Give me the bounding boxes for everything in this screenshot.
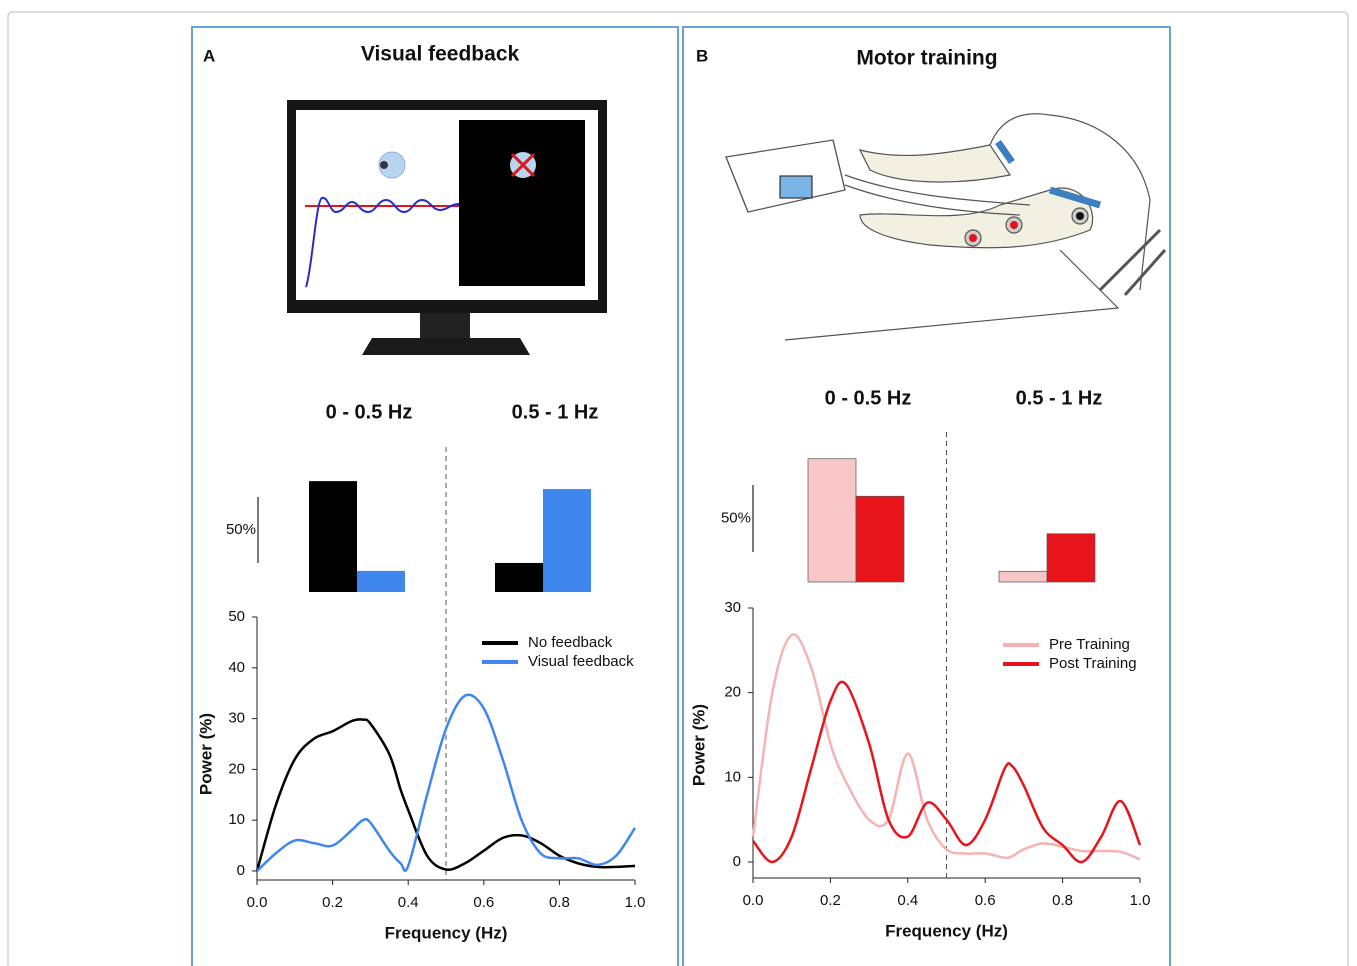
monitor-neck: [420, 313, 470, 338]
x-tick-label: 1.0: [1130, 892, 1151, 909]
y-tick-label: 30: [724, 599, 741, 616]
y-tick-label: 0: [733, 853, 741, 870]
y-tick-label: 50: [228, 608, 245, 625]
x-tick-label: 0.8: [1052, 892, 1073, 909]
x-axis-title: Frequency (Hz): [885, 921, 1008, 940]
y-tick-label: 20: [228, 760, 245, 777]
category-label: 0 - 0.5 Hz: [825, 387, 912, 409]
legend-label: Visual feedback: [528, 653, 634, 670]
x-axis-title: Frequency (Hz): [385, 923, 508, 942]
x-tick-label: 0.2: [820, 892, 841, 909]
y-tick-label: 10: [228, 811, 245, 828]
x-tick-label: 1.0: [625, 894, 646, 911]
bar: [495, 563, 543, 592]
x-tick-label: 0.4: [897, 892, 918, 909]
line-series: [257, 719, 635, 871]
electrode: [969, 234, 977, 242]
panel-title: Motor training: [856, 47, 997, 70]
line-series: [753, 682, 1140, 862]
screen-dark: [459, 120, 585, 286]
y-tick-label: 10: [724, 768, 741, 785]
figure: A Visual feedback B Motor training 0 - 0…: [0, 0, 1357, 966]
y-tick-label: 30: [228, 710, 245, 727]
bar: [543, 489, 591, 592]
bar: [999, 571, 1047, 582]
arm: [860, 145, 1010, 182]
category-label: 0.5 - 1 Hz: [1016, 387, 1103, 409]
y-axis-title: Power (%): [196, 713, 215, 795]
legend-label: Post Training: [1049, 655, 1137, 672]
panel-label: A: [203, 46, 215, 65]
y-tick-label: 0: [237, 862, 245, 879]
x-tick-label: 0.6: [473, 894, 494, 911]
legend-label: Pre Training: [1049, 636, 1130, 653]
x-tick-label: 0.2: [322, 894, 343, 911]
table-edge: [785, 250, 1118, 340]
monitor-illustration: [287, 100, 607, 355]
bar: [357, 571, 405, 592]
bar: [808, 459, 856, 582]
chair: [1100, 230, 1165, 295]
x-tick-label: 0.8: [549, 894, 570, 911]
scale-bar-label: 50%: [226, 521, 256, 538]
panel-title: Visual feedback: [361, 43, 520, 66]
page: A Visual feedback B Motor training 0 - 0…: [0, 0, 1357, 966]
y-tick-label: 20: [724, 684, 741, 701]
scale-bar-label: 50%: [721, 509, 751, 526]
x-tick-label: 0.0: [247, 894, 268, 911]
electrode: [1076, 212, 1084, 220]
device-screen: [780, 176, 812, 198]
electrode: [1010, 221, 1018, 229]
category-label: 0.5 - 1 Hz: [512, 401, 599, 423]
arm-illustration: [726, 114, 1165, 340]
category-label: 0 - 0.5 Hz: [326, 401, 413, 423]
x-tick-label: 0.6: [975, 892, 996, 909]
bar: [1047, 534, 1095, 582]
y-tick-label: 40: [228, 659, 245, 676]
bar: [309, 481, 357, 592]
x-tick-label: 0.0: [743, 892, 764, 909]
eye-pupil: [380, 161, 388, 169]
bar: [856, 496, 904, 582]
legend-label: No feedback: [528, 634, 613, 651]
x-tick-label: 0.4: [398, 894, 419, 911]
monitor-base: [362, 338, 530, 355]
y-axis-title: Power (%): [689, 704, 708, 786]
panel-label: B: [696, 46, 708, 65]
